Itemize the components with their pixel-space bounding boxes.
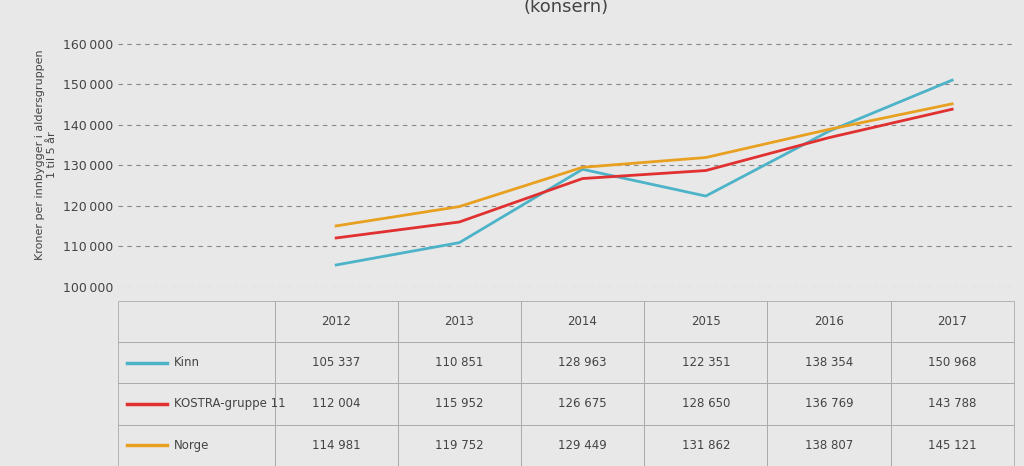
Bar — [521, 301, 644, 342]
Bar — [644, 301, 767, 342]
Bar — [891, 425, 1014, 466]
Text: 126 675: 126 675 — [558, 397, 607, 411]
Text: 143 788: 143 788 — [928, 397, 976, 411]
Bar — [521, 342, 644, 383]
Bar — [521, 383, 644, 425]
Bar — [397, 383, 521, 425]
Bar — [274, 425, 397, 466]
Bar — [891, 301, 1014, 342]
Text: 138 354: 138 354 — [805, 356, 853, 369]
Bar — [644, 383, 767, 425]
Text: 150 968: 150 968 — [928, 356, 976, 369]
Bar — [767, 342, 891, 383]
Bar — [397, 342, 521, 383]
Text: 105 337: 105 337 — [312, 356, 360, 369]
Bar — [767, 425, 891, 466]
Bar — [767, 301, 891, 342]
Bar — [891, 342, 1014, 383]
Text: 2015: 2015 — [691, 315, 721, 328]
Text: 2016: 2016 — [814, 315, 844, 328]
Bar — [118, 383, 274, 425]
Text: 136 769: 136 769 — [805, 397, 853, 411]
Text: 114 981: 114 981 — [312, 439, 360, 452]
Bar — [274, 342, 397, 383]
Text: 145 121: 145 121 — [928, 439, 977, 452]
Title: Barnehagesektoren, netto driftsutgifter per innbygger 1 til 5 år
(konsern): Barnehagesektoren, netto driftsutgifter … — [282, 0, 850, 16]
Bar — [521, 425, 644, 466]
Text: 128 650: 128 650 — [682, 397, 730, 411]
Text: 115 952: 115 952 — [435, 397, 483, 411]
Text: 122 351: 122 351 — [682, 356, 730, 369]
Text: 138 807: 138 807 — [805, 439, 853, 452]
Text: 2012: 2012 — [322, 315, 351, 328]
Y-axis label: Kroner per innbygger i aldersgruppen
1 til 5 år: Kroner per innbygger i aldersgruppen 1 t… — [36, 50, 57, 260]
Bar — [274, 383, 397, 425]
Text: 129 449: 129 449 — [558, 439, 607, 452]
Bar — [644, 342, 767, 383]
Text: Kinn: Kinn — [174, 356, 201, 369]
Text: 119 752: 119 752 — [435, 439, 483, 452]
Bar — [118, 342, 274, 383]
Bar — [644, 425, 767, 466]
Bar — [397, 301, 521, 342]
Text: 2017: 2017 — [937, 315, 967, 328]
Text: Norge: Norge — [174, 439, 210, 452]
Bar — [397, 425, 521, 466]
Text: 110 851: 110 851 — [435, 356, 483, 369]
Text: KOSTRA-gruppe 11: KOSTRA-gruppe 11 — [174, 397, 286, 411]
Text: 131 862: 131 862 — [682, 439, 730, 452]
Text: 112 004: 112 004 — [312, 397, 360, 411]
Bar — [891, 383, 1014, 425]
Bar — [274, 301, 397, 342]
Text: 128 963: 128 963 — [558, 356, 607, 369]
Bar — [767, 383, 891, 425]
Text: 2013: 2013 — [444, 315, 474, 328]
Bar — [118, 425, 274, 466]
Text: 2014: 2014 — [567, 315, 597, 328]
Bar — [118, 301, 274, 342]
